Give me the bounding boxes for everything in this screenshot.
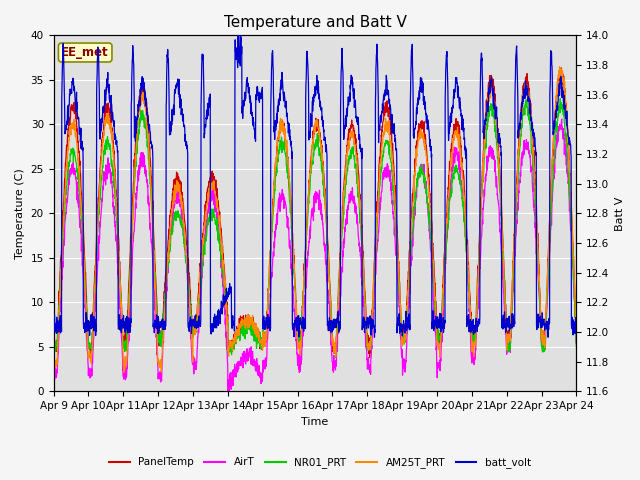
Y-axis label: Batt V: Batt V [615, 196, 625, 230]
X-axis label: Time: Time [301, 417, 328, 427]
Title: Temperature and Batt V: Temperature and Batt V [223, 15, 406, 30]
Text: EE_met: EE_met [61, 46, 109, 59]
Y-axis label: Temperature (C): Temperature (C) [15, 168, 25, 259]
Legend: PanelTemp, AirT, NR01_PRT, AM25T_PRT, batt_volt: PanelTemp, AirT, NR01_PRT, AM25T_PRT, ba… [105, 453, 535, 472]
